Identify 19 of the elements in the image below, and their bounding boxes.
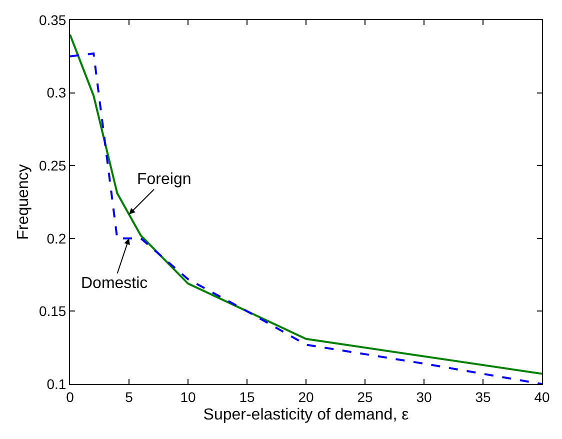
y-tick-label: 0.25 <box>38 158 66 174</box>
y-tick-label: 0.35 <box>38 12 66 28</box>
y-tick-label: 0.2 <box>46 230 66 246</box>
x-tick-label: 25 <box>357 388 373 405</box>
x-tick-label: 40 <box>534 388 550 405</box>
x-tick-label: 30 <box>416 388 432 405</box>
y-tick-label: 0.3 <box>46 84 66 101</box>
x-tick-label: 5 <box>125 388 134 405</box>
x-tick-label: 20 <box>298 388 314 405</box>
x-tick-label: 10 <box>180 388 196 405</box>
x-axis-title: Super-elasticity of demand, ε <box>203 406 409 424</box>
x-tick-label: 0 <box>66 388 74 405</box>
series-label: Domestic <box>81 275 148 292</box>
y-tick-label: 0.15 <box>38 303 66 320</box>
x-tick-label: 35 <box>475 388 491 405</box>
y-axis-title: Frequency <box>14 164 32 240</box>
series-label: Foreign <box>137 171 192 188</box>
y-tick-label: 0.1 <box>46 376 66 392</box>
x-tick-label: 15 <box>239 388 255 405</box>
